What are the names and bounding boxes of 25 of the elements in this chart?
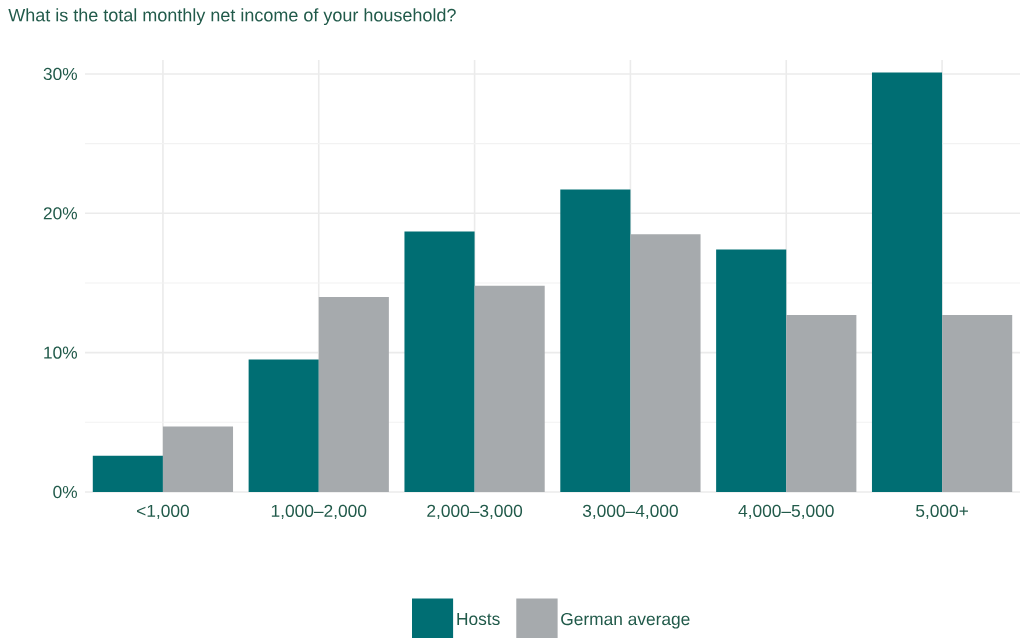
- x-tick-label: 5,000+: [916, 504, 968, 520]
- y-tick-label: 10%: [44, 346, 78, 359]
- bar: [248, 359, 319, 492]
- bar: [318, 296, 389, 492]
- x-tick-label: 2,000–3,000: [427, 504, 523, 520]
- x-tick-label: 4,000–5,000: [738, 504, 834, 520]
- bar: [871, 72, 943, 492]
- bar: [92, 455, 163, 492]
- x-tick-label: 3,000–4,000: [582, 504, 678, 520]
- bar: [162, 426, 234, 492]
- y-tick-label: 20%: [43, 207, 78, 220]
- y-tick-label: 0%: [53, 485, 78, 499]
- y-tick-label: 30%: [43, 67, 78, 81]
- bar: [716, 249, 787, 492]
- legend-label: Hosts: [457, 612, 500, 626]
- x-tick-label: 1,000–2,000: [271, 504, 367, 520]
- bar: [560, 189, 631, 492]
- x-tick-label: <1,000: [137, 504, 189, 520]
- legend-label: German average: [561, 612, 690, 629]
- bar: [786, 315, 857, 492]
- bar: [404, 231, 475, 492]
- chart-title: What is the total monthly net income of your household?: [8, 8, 456, 26]
- bar: [474, 285, 545, 492]
- bar: [630, 234, 701, 492]
- bar: [942, 315, 1013, 492]
